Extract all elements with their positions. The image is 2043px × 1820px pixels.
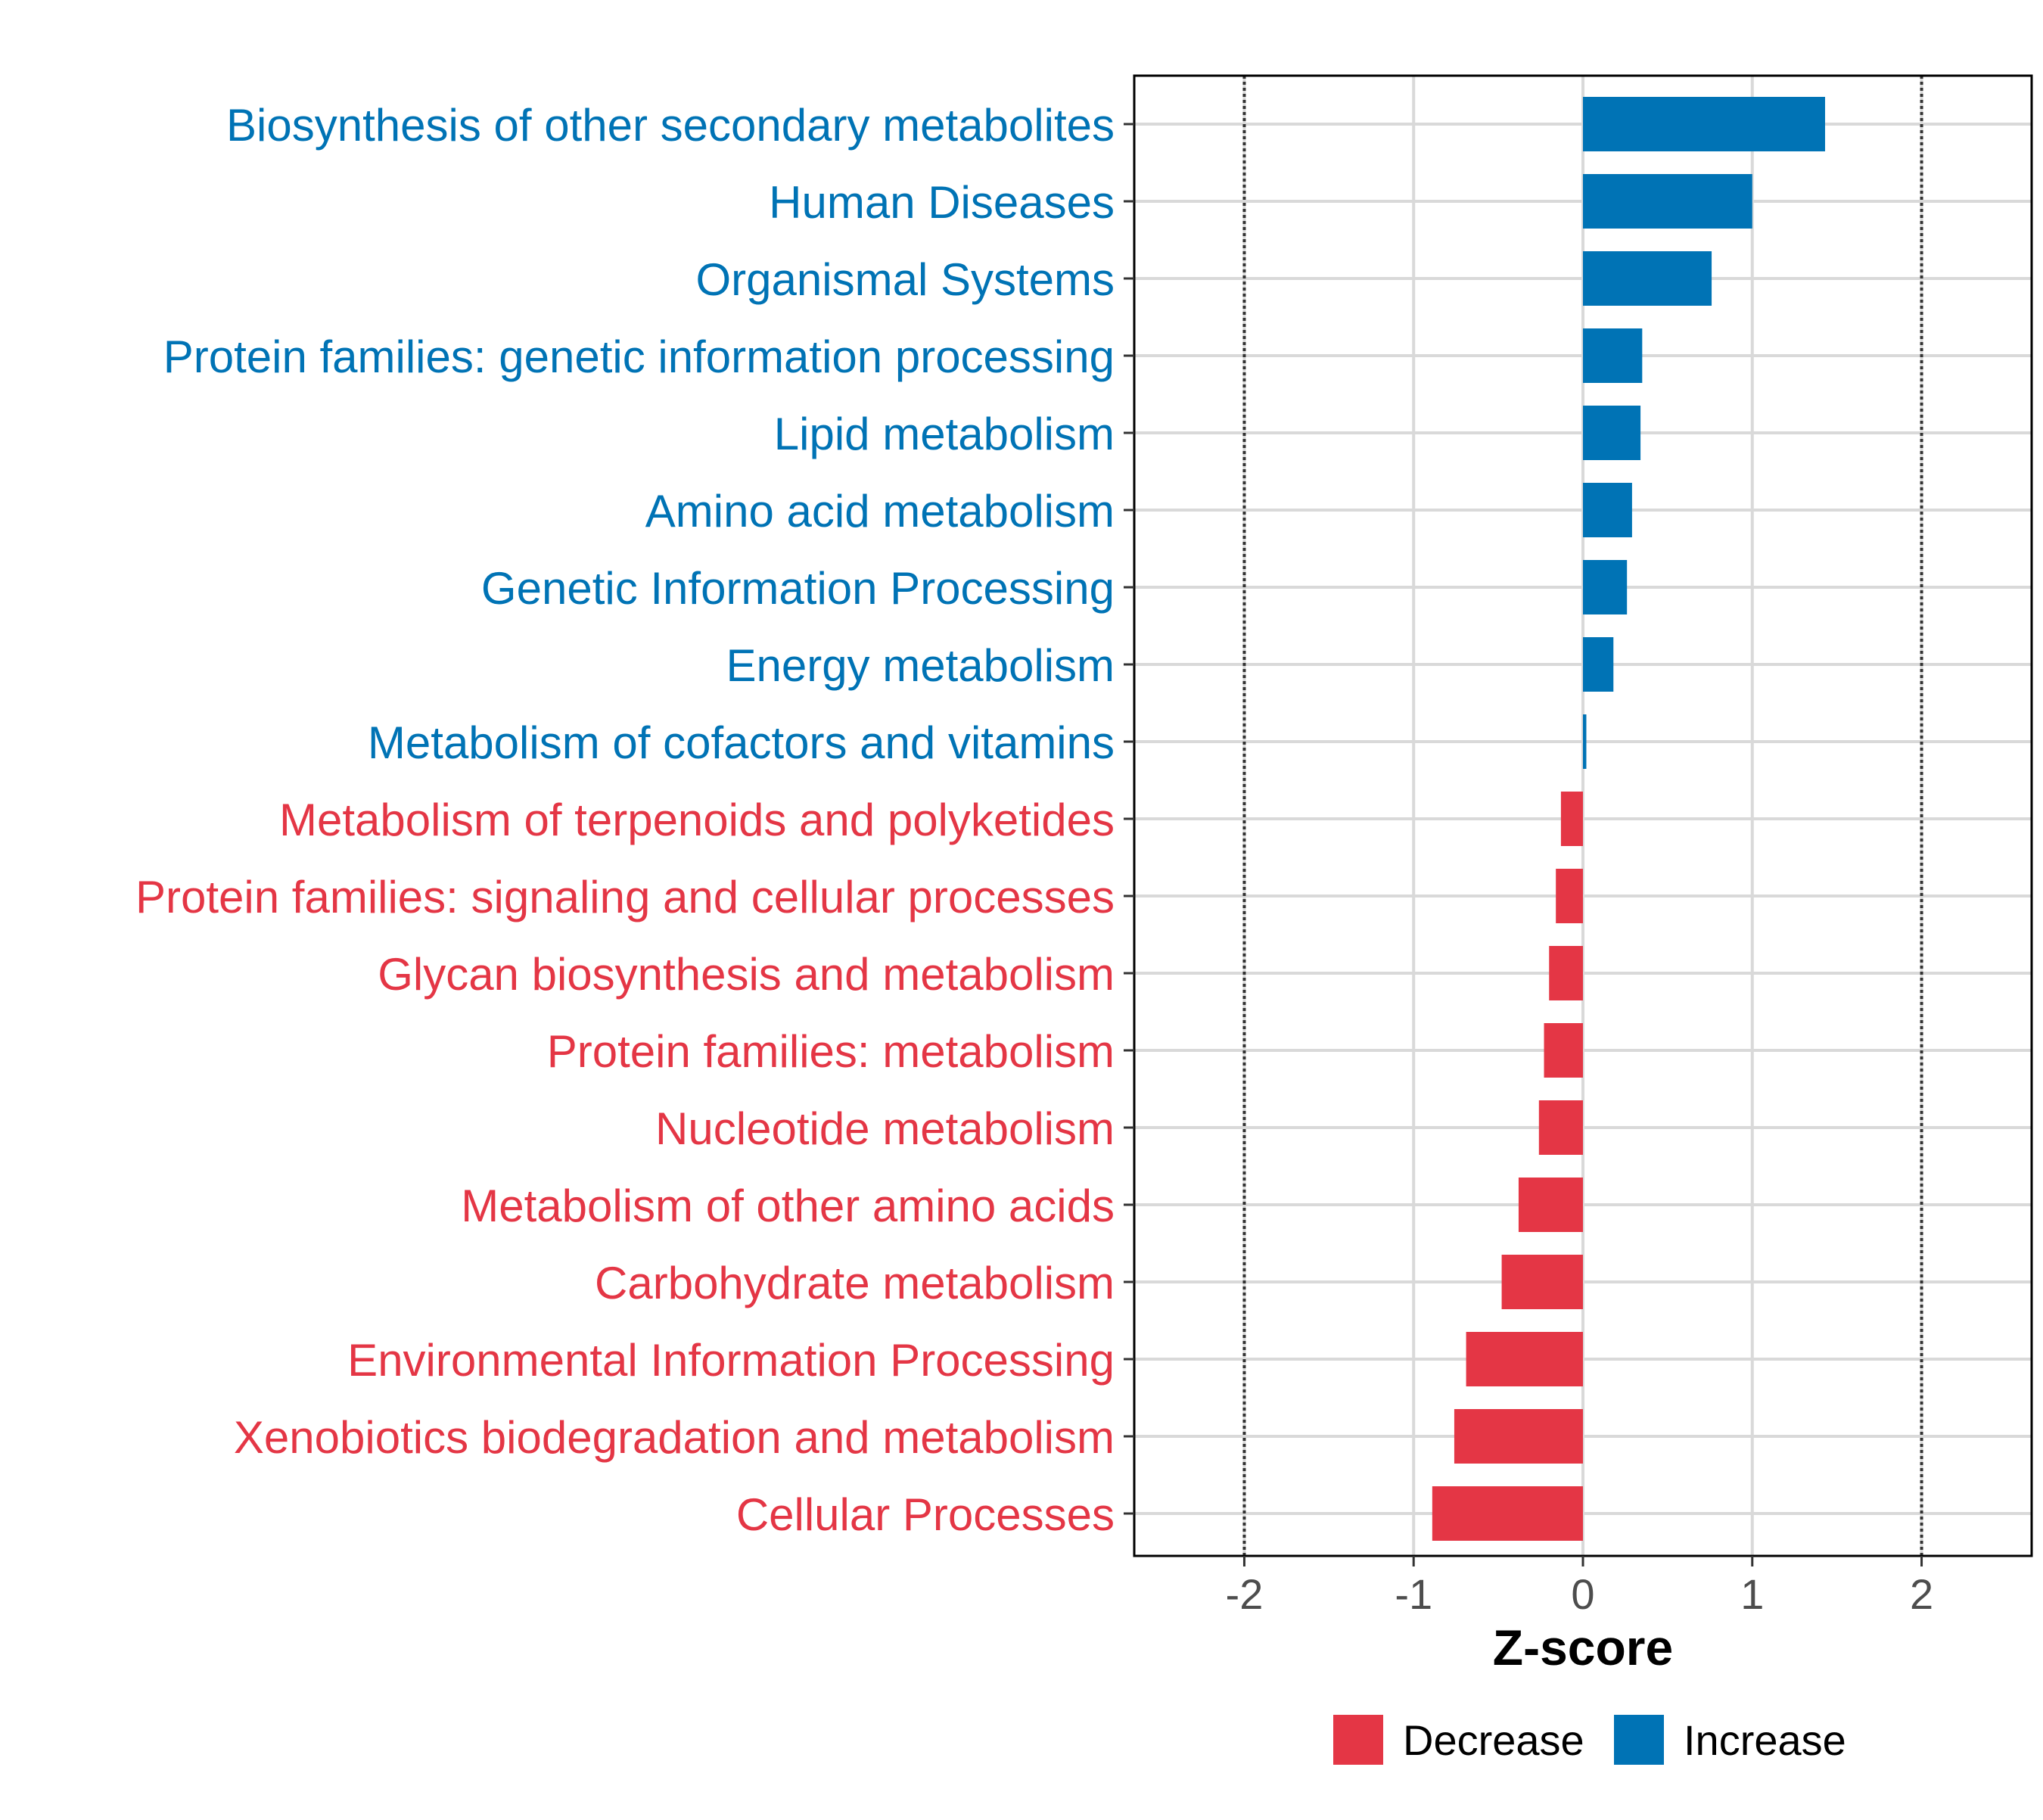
y-axis: Biosynthesis of other secondary metaboli… (135, 100, 1134, 1540)
bar-amino-acid-metabolism (1583, 483, 1632, 537)
x-tick-label: 1 (1740, 1570, 1764, 1618)
y-tick-label-metabolism-of-cofactors-and-vitamins: Metabolism of cofactors and vitamins (368, 717, 1115, 768)
legend: Decrease Increase (1333, 1715, 1846, 1765)
bar-nucleotide-metabolism (1538, 1100, 1583, 1155)
bar-metabolism-of-cofactors-and-vitamins (1583, 714, 1587, 769)
legend-swatch-decrease (1333, 1715, 1383, 1765)
y-tick-label-genetic-information-processing: Genetic Information Processing (481, 563, 1115, 614)
bar-protein-families-signaling-and-cellular-processes (1556, 869, 1583, 923)
x-tick-label: 2 (1910, 1570, 1933, 1618)
bar-protein-families-genetic-information-processing (1583, 328, 1643, 383)
y-tick-label-amino-acid-metabolism: Amino acid metabolism (645, 486, 1115, 537)
bar-metabolism-of-terpenoids-and-polyketides (1560, 792, 1583, 846)
bar-genetic-information-processing (1583, 560, 1628, 614)
x-tick-label: -2 (1226, 1570, 1264, 1618)
bar-layer (1432, 97, 1825, 1541)
bar-glycan-biosynthesis-and-metabolism (1549, 946, 1583, 1000)
y-tick-label-environmental-information-processing: Environmental Information Processing (347, 1335, 1115, 1386)
bar-cellular-processes (1432, 1486, 1583, 1541)
y-tick-label-cellular-processes: Cellular Processes (736, 1489, 1115, 1540)
x-tick-label: -1 (1395, 1570, 1432, 1618)
legend-label-decrease: Decrease (1403, 1716, 1584, 1764)
y-tick-label-human-diseases: Human Diseases (769, 177, 1115, 228)
y-tick-label-metabolism-of-other-amino-acids: Metabolism of other amino acids (461, 1181, 1115, 1231)
bar-protein-families-metabolism (1544, 1023, 1583, 1078)
y-tick-label-nucleotide-metabolism: Nucleotide metabolism (655, 1103, 1115, 1154)
y-tick-label-protein-families-signaling-and-cellular-processes: Protein families: signaling and cellular… (135, 872, 1115, 922)
y-tick-label-lipid-metabolism: Lipid metabolism (774, 409, 1115, 459)
bar-biosynthesis-of-other-secondary-metabolites (1583, 97, 1825, 151)
x-axis: -2 -1 0 1 2 (1226, 1556, 1933, 1618)
x-tick-label: 0 (1571, 1570, 1594, 1618)
legend-swatch-increase (1614, 1715, 1664, 1765)
y-tick-label-protein-families-metabolism: Protein families: metabolism (547, 1026, 1115, 1077)
bar-environmental-information-processing (1466, 1332, 1583, 1386)
bar-organismal-systems (1583, 251, 1712, 306)
y-tick-label-organismal-systems: Organismal Systems (696, 254, 1115, 305)
legend-label-increase: Increase (1684, 1716, 1846, 1764)
y-tick-label-biosynthesis-of-other-secondary-metabolites: Biosynthesis of other secondary metaboli… (226, 100, 1115, 151)
y-tick-label-metabolism-of-terpenoids-and-polyketides: Metabolism of terpenoids and polyketides (279, 795, 1115, 845)
bar-metabolism-of-other-amino-acids (1518, 1178, 1583, 1232)
reference-lines (1242, 76, 1923, 1556)
bar-energy-metabolism (1583, 637, 1614, 692)
y-tick-label-energy-metabolism: Energy metabolism (726, 640, 1115, 691)
bar-xenobiotics-biodegradation-and-metabolism (1454, 1409, 1583, 1464)
bar-human-diseases (1583, 174, 1752, 229)
y-tick-label-glycan-biosynthesis-and-metabolism: Glycan biosynthesis and metabolism (378, 949, 1115, 1000)
x-axis-title: Z-score (1493, 1619, 1673, 1675)
bar-lipid-metabolism (1583, 406, 1641, 460)
bar-carbohydrate-metabolism (1501, 1255, 1583, 1309)
y-tick-label-protein-families-genetic-information-processing: Protein families: genetic information pr… (163, 331, 1115, 382)
y-tick-label-xenobiotics-biodegradation-and-metabolism: Xenobiotics biodegradation and metabolis… (234, 1412, 1115, 1463)
y-tick-label-carbohydrate-metabolism: Carbohydrate metabolism (595, 1258, 1115, 1308)
